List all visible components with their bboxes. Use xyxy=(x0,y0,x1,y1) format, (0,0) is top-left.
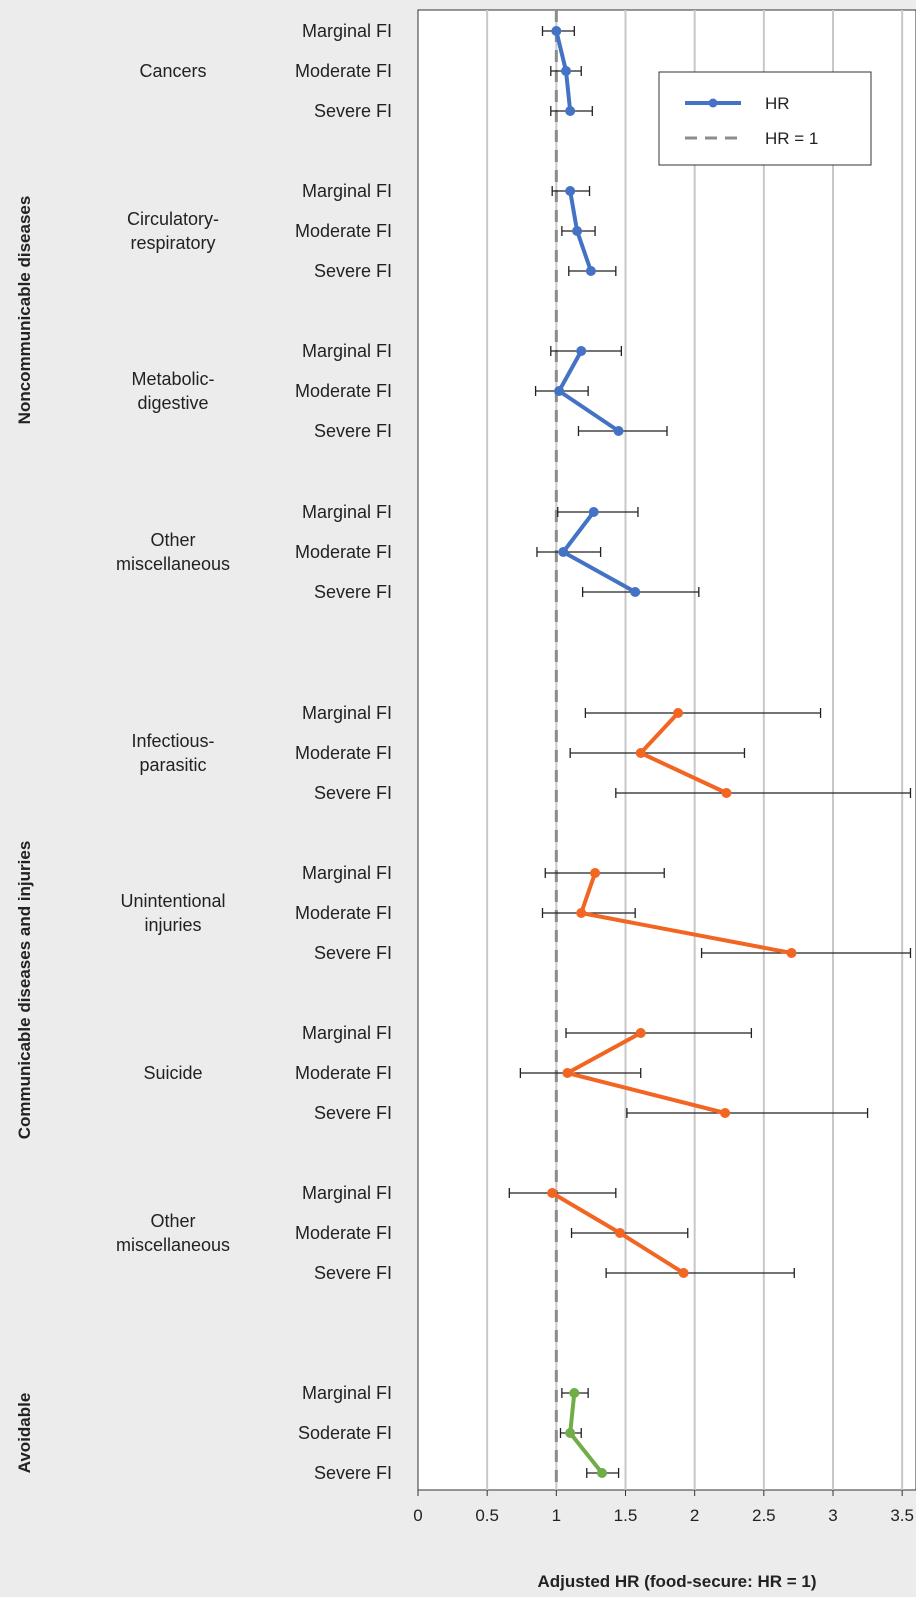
cause-label-line: miscellaneous xyxy=(116,1235,230,1255)
row-label-1-3-2: Severe FI xyxy=(314,1263,392,1283)
row-label-0-0-1: Moderate FI xyxy=(295,61,392,81)
data-point-0-0-1 xyxy=(561,66,572,76)
cause-label-1-1: Unintentional injuries xyxy=(120,891,225,935)
cause-label-line: Other xyxy=(150,530,195,550)
data-point-0-0-2 xyxy=(565,106,576,116)
row-label-0-3-0: Marginal FI xyxy=(302,502,392,522)
data-point-1-1-0 xyxy=(590,868,601,878)
x-tick-label-3: 1.5 xyxy=(614,1506,638,1525)
data-point-1-2-0 xyxy=(635,1028,646,1038)
legend-hr-swatch-marker xyxy=(708,98,718,108)
data-point-0-1-1 xyxy=(572,226,583,236)
row-label-0-1-2: Severe FI xyxy=(314,261,392,281)
row-label-1-2-0: Marginal FI xyxy=(302,1023,392,1043)
data-point-2-0-1 xyxy=(565,1428,576,1438)
data-point-1-3-0 xyxy=(547,1188,558,1198)
data-point-0-2-0 xyxy=(576,346,587,356)
x-axis: 0 0.5 1 1.5 2 2.5 3 3.5 xyxy=(413,1490,914,1525)
row-label-1-3-0: Marginal FI xyxy=(302,1183,392,1203)
cause-label-1-0: Infectious-parasitic xyxy=(131,731,214,775)
row-label-0-0-0: Marginal FI xyxy=(302,21,392,41)
cause-label-1-2: Suicide xyxy=(143,1063,202,1083)
group-label-1: Communicable diseases and injuries xyxy=(15,841,34,1140)
row-label-2-0-2: Severe FI xyxy=(314,1463,392,1483)
data-point-0-2-2 xyxy=(613,426,624,436)
x-tick-label-6: 3 xyxy=(828,1506,837,1525)
row-label-1-0-0: Marginal FI xyxy=(302,703,392,723)
x-axis-title: Adjusted HR (food-secure: HR = 1) xyxy=(537,1572,816,1591)
cause-label-line: digestive xyxy=(137,393,208,413)
data-point-0-3-1 xyxy=(558,547,569,557)
row-label-2-0-1: Soderate FI xyxy=(298,1423,392,1443)
cause-label-line: respiratory xyxy=(130,233,215,253)
data-point-1-1-1 xyxy=(576,908,587,918)
data-point-1-2-2 xyxy=(720,1108,731,1118)
data-point-0-2-1 xyxy=(554,386,565,396)
row-label-0-1-0: Marginal FI xyxy=(302,181,392,201)
row-label-1-0-1: Moderate FI xyxy=(295,743,392,763)
cause-label-line: Suicide xyxy=(143,1063,202,1083)
row-label-0-2-2: Severe FI xyxy=(314,421,392,441)
data-point-1-0-0 xyxy=(673,708,684,718)
data-point-1-0-1 xyxy=(635,748,646,758)
x-tick-label-5: 2.5 xyxy=(752,1506,776,1525)
cause-label-line: Unintentional xyxy=(120,891,225,911)
x-tick-label-0: 0 xyxy=(413,1506,422,1525)
cause-label-0-3: Other miscellaneous xyxy=(116,530,230,574)
cause-label-line: parasitic xyxy=(139,755,206,775)
legend-box xyxy=(658,71,872,166)
row-label-0-3-1: Moderate FI xyxy=(295,542,392,562)
cause-label-line: Other xyxy=(150,1211,195,1231)
data-point-0-1-2 xyxy=(585,266,596,276)
cause-label-0-1: Circulatory-respiratory xyxy=(127,209,219,253)
legend-entry-reference: HR = 1 xyxy=(765,129,818,148)
data-point-0-3-2 xyxy=(630,587,641,597)
row-label-2-0-0: Marginal FI xyxy=(302,1383,392,1403)
data-point-1-1-2 xyxy=(786,948,797,958)
data-point-1-3-1 xyxy=(614,1228,625,1238)
row-label-1-1-0: Marginal FI xyxy=(302,863,392,883)
row-label-1-2-1: Moderate FI xyxy=(295,1063,392,1083)
row-label-0-2-0: Marginal FI xyxy=(302,341,392,361)
data-point-0-0-0 xyxy=(551,26,562,36)
x-tick-label-1: 0.5 xyxy=(475,1506,499,1525)
data-point-1-0-2 xyxy=(721,788,732,798)
row-label-1-1-1: Moderate FI xyxy=(295,903,392,923)
cause-label-line: injuries xyxy=(144,915,201,935)
row-labels: Noncommunicable diseases Cancers Marginal … xyxy=(15,21,392,1483)
data-point-0-3-0 xyxy=(588,507,599,517)
legend: HR HR = 1 xyxy=(658,71,872,166)
group-label-2: Avoidable xyxy=(15,1393,34,1474)
x-tick-label-7: 3.5 xyxy=(890,1506,914,1525)
data-point-2-0-2 xyxy=(596,1468,607,1478)
cause-label-line: Infectious- xyxy=(131,731,214,751)
cause-label-0-2: Metabolic-digestive xyxy=(131,369,214,413)
cause-label-line: Circulatory- xyxy=(127,209,219,229)
row-label-0-3-2: Severe FI xyxy=(314,582,392,602)
row-label-1-3-1: Moderate FI xyxy=(295,1223,392,1243)
data-point-0-1-0 xyxy=(565,186,576,196)
row-label-0-2-1: Moderate FI xyxy=(295,381,392,401)
x-tick-label-2: 1 xyxy=(552,1506,561,1525)
row-label-1-2-2: Severe FI xyxy=(314,1103,392,1123)
row-label-0-0-2: Severe FI xyxy=(314,101,392,121)
data-point-1-3-2 xyxy=(678,1268,689,1278)
hr-series xyxy=(547,26,797,1478)
row-label-1-1-2: Severe FI xyxy=(314,943,392,963)
group-label-0: Noncommunicable diseases xyxy=(15,196,34,425)
row-label-0-1-1: Moderate FI xyxy=(295,221,392,241)
row-label-1-0-2: Severe FI xyxy=(314,783,392,803)
cause-label-line: miscellaneous xyxy=(116,554,230,574)
cause-label-0-0: Cancers xyxy=(139,61,206,81)
cause-label-line: Metabolic- xyxy=(131,369,214,389)
cause-label-line: Cancers xyxy=(139,61,206,81)
x-tick-label-4: 2 xyxy=(690,1506,699,1525)
plot-area xyxy=(417,9,916,1491)
data-point-2-0-0 xyxy=(569,1388,580,1398)
legend-entry-hr: HR xyxy=(765,94,790,113)
cause-label-1-3: Other miscellaneous xyxy=(116,1211,230,1255)
data-point-1-2-1 xyxy=(562,1068,573,1078)
